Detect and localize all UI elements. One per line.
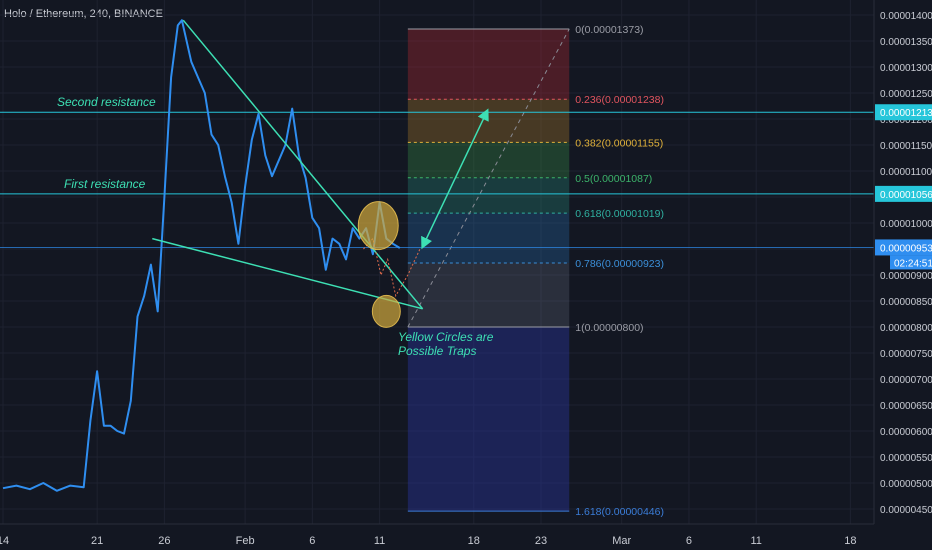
x-tick-label: 6 — [686, 535, 692, 547]
fib-level-label: 0.382(0.00001155) — [575, 137, 663, 149]
y-tick-label: 0.00000700 — [880, 375, 932, 386]
zigzag-path — [363, 237, 421, 298]
y-tick-label: 0.00001100 — [880, 167, 932, 178]
y-tick-label: 0.00001350 — [880, 37, 932, 48]
x-tick-label: 23 — [535, 535, 547, 547]
x-axis-panel — [0, 524, 932, 550]
y-axis-panel — [874, 0, 932, 550]
fib-zone — [407, 177, 570, 214]
trap-circle — [357, 201, 399, 251]
fib-level-label: 0.236(0.00001238) — [575, 94, 664, 106]
chart-title: Holo / Ethereum, 240, BINANCE — [4, 8, 163, 20]
second-resistance-label: Second resistance — [57, 95, 156, 109]
price-label-box — [875, 104, 932, 121]
y-tick-label: 0.00000650 — [880, 401, 932, 412]
y-tick-label: 0.00000600 — [880, 427, 932, 438]
y-tick-label: 0.00000550 — [880, 453, 932, 464]
y-tick-label: 0.00000750 — [880, 349, 932, 360]
fib-zone — [407, 263, 570, 327]
x-tick-label: 6 — [309, 535, 315, 547]
x-tick-label: 14 — [0, 535, 9, 547]
projection-arrow — [421, 108, 489, 250]
fib-level-label: 0.618(0.00001019) — [575, 208, 664, 220]
y-tick-label: 0.00000800 — [880, 323, 932, 334]
x-tick-label: 11 — [374, 535, 385, 547]
y-tick-label: 0.00001000 — [880, 219, 932, 230]
first-resistance-label: First resistance — [64, 177, 146, 191]
x-tick-label: Mar — [612, 535, 631, 547]
price-label-text: 0.00000953 — [880, 243, 932, 254]
fib-level-label: 1(0.00000800) — [575, 322, 643, 334]
price-line — [2, 19, 401, 492]
lower-wedge-line — [152, 237, 423, 310]
y-tick-label: 0.00001300 — [880, 63, 932, 74]
time-label-box — [890, 255, 932, 270]
x-tick-label: 26 — [158, 535, 170, 547]
time-label-text: 02:24:51 — [894, 258, 932, 269]
upper-wedge-line — [182, 19, 424, 310]
x-tick-label: Feb — [236, 535, 255, 547]
y-tick-label: 0.00000500 — [880, 479, 932, 490]
traps-annotation-line2: Possible Traps — [398, 344, 476, 358]
fib-level-label: 0.5(0.00001087) — [575, 173, 652, 185]
fib-level-label: 0.786(0.00000923) — [575, 258, 664, 270]
y-tick-label: 0.00001250 — [880, 89, 932, 100]
fib-zone — [407, 142, 570, 178]
y-tick-label: 0.00000850 — [880, 297, 932, 308]
traps-annotation-line1: Yellow Circles are — [398, 330, 494, 344]
fib-level-label: 1.618(0.00000446) — [575, 506, 664, 518]
fib-zone — [407, 213, 570, 264]
fib-zone — [407, 327, 570, 512]
x-tick-label: 18 — [468, 535, 480, 547]
x-tick-label: 21 — [91, 535, 103, 547]
trap-circle — [371, 294, 401, 328]
fib-zone — [407, 99, 570, 143]
x-tick-label: 11 — [750, 535, 761, 547]
y-tick-label: 0.00001150 — [880, 141, 932, 152]
fib-level-label: 0(0.00001373) — [575, 24, 643, 36]
price-label-box — [875, 185, 932, 202]
price-label-box — [875, 239, 932, 256]
price-label-text: 0.00001213 — [880, 108, 932, 119]
y-tick-label: 0.00001200 — [880, 115, 932, 126]
price-label-text: 0.00001056 — [880, 190, 932, 201]
y-tick-label: 0.00000450 — [880, 505, 932, 516]
y-tick-label: 0.00000900 — [880, 271, 932, 282]
y-tick-label: 0.00001400 — [880, 11, 932, 22]
fib-zone — [407, 29, 570, 100]
x-tick-label: 18 — [844, 535, 856, 547]
